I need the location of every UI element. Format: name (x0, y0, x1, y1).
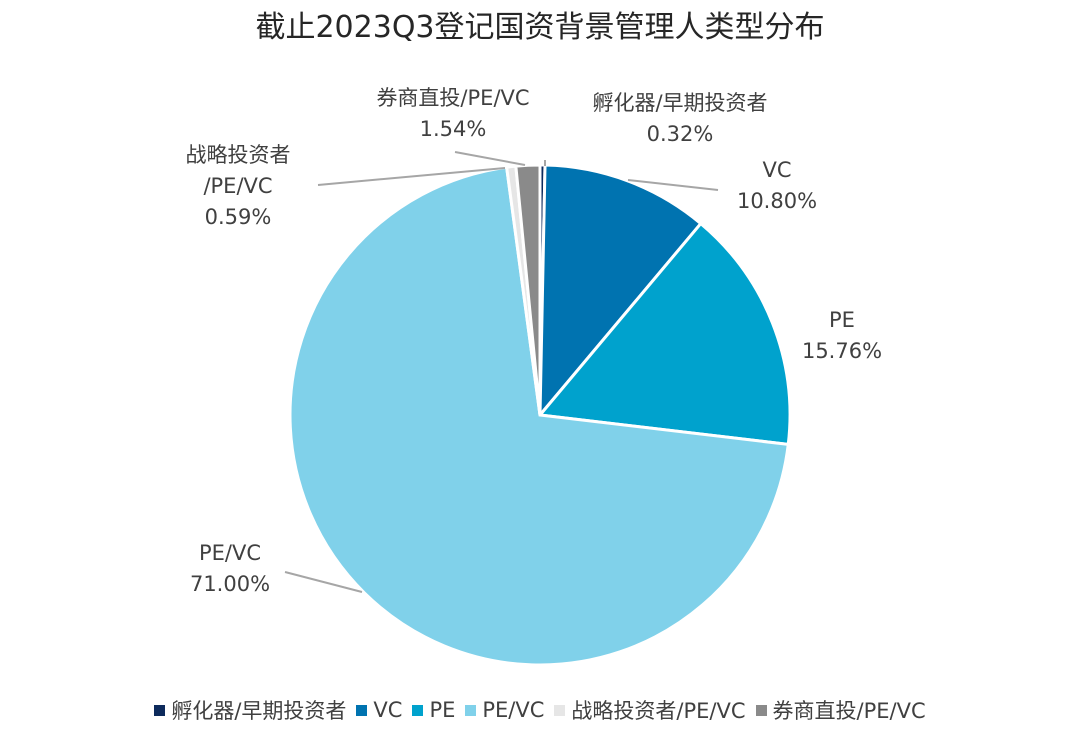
pie-slice-1 (538, 163, 703, 420)
legend-label: 券商直投/PE/VC (772, 699, 926, 723)
data-label-4: 战略投资者/PE/VC 0.59% (186, 140, 291, 233)
leader-line-1 (627, 179, 719, 191)
data-label-line: 1.54% (419, 117, 487, 141)
legend-item: 孵化器/早期投资者 (154, 695, 346, 725)
legend-item: PE/VC (465, 695, 544, 725)
leader-line-3 (284, 571, 363, 593)
pie-slice-5 (514, 163, 542, 416)
legend-item: 券商直投/PE/VC (755, 695, 926, 725)
chart-title: 截止2023Q3登记国资背景管理人类型分布 (255, 10, 825, 45)
legend-label: PE (429, 698, 456, 722)
data-label-line: PE (829, 308, 855, 332)
data-label-0: 孵化器/早期投资者 0.32% (592, 88, 767, 150)
legend-swatch (465, 704, 477, 716)
legend-swatch (356, 704, 368, 716)
data-label-line: 0.32% (646, 122, 714, 146)
leader-line-4 (317, 167, 506, 186)
data-label-line: 战略投资者 (185, 143, 291, 167)
legend-item: PE (412, 695, 455, 725)
legend-swatch (154, 704, 166, 716)
legend-label: PE/VC (482, 698, 545, 722)
legend-item: VC (356, 695, 402, 725)
legend-label: VC (373, 698, 403, 722)
legend-swatch (554, 704, 566, 716)
data-label-line: 15.76% (801, 339, 883, 363)
pie-slice-3 (288, 165, 790, 667)
data-label-2: PE 15.76% (802, 305, 882, 367)
data-label-3: PE/VC 71.00% (190, 538, 270, 600)
legend: 孵化器/早期投资者 VC PE PE/VC 战略投资者/PE/VC 券商直投/PE/VC (0, 695, 1080, 725)
legend-label: 战略投资者/PE/VC (571, 699, 746, 723)
data-label-line: 71.00% (189, 572, 271, 596)
pie-slice-2 (537, 221, 792, 447)
legend-item: 战略投资者/PE/VC (554, 695, 746, 725)
data-label-line: /PE/VC (203, 174, 273, 198)
data-label-1: VC 10.80% (737, 155, 817, 217)
data-label-5: 券商直投/PE/VC 1.54% (376, 83, 529, 145)
data-label-line: PE/VC (198, 541, 262, 565)
data-label-line: 孵化器/早期投资者 (592, 91, 768, 115)
data-label-line: 10.80% (736, 189, 818, 213)
data-label-line: 0.59% (204, 205, 272, 229)
data-label-line: 券商直投/PE/VC (376, 86, 530, 110)
data-label-line: VC (762, 158, 792, 182)
leader-line-5 (454, 151, 526, 166)
legend-label: 孵化器/早期投资者 (171, 699, 347, 723)
legend-swatch (412, 704, 424, 716)
legend-swatch (755, 704, 767, 716)
